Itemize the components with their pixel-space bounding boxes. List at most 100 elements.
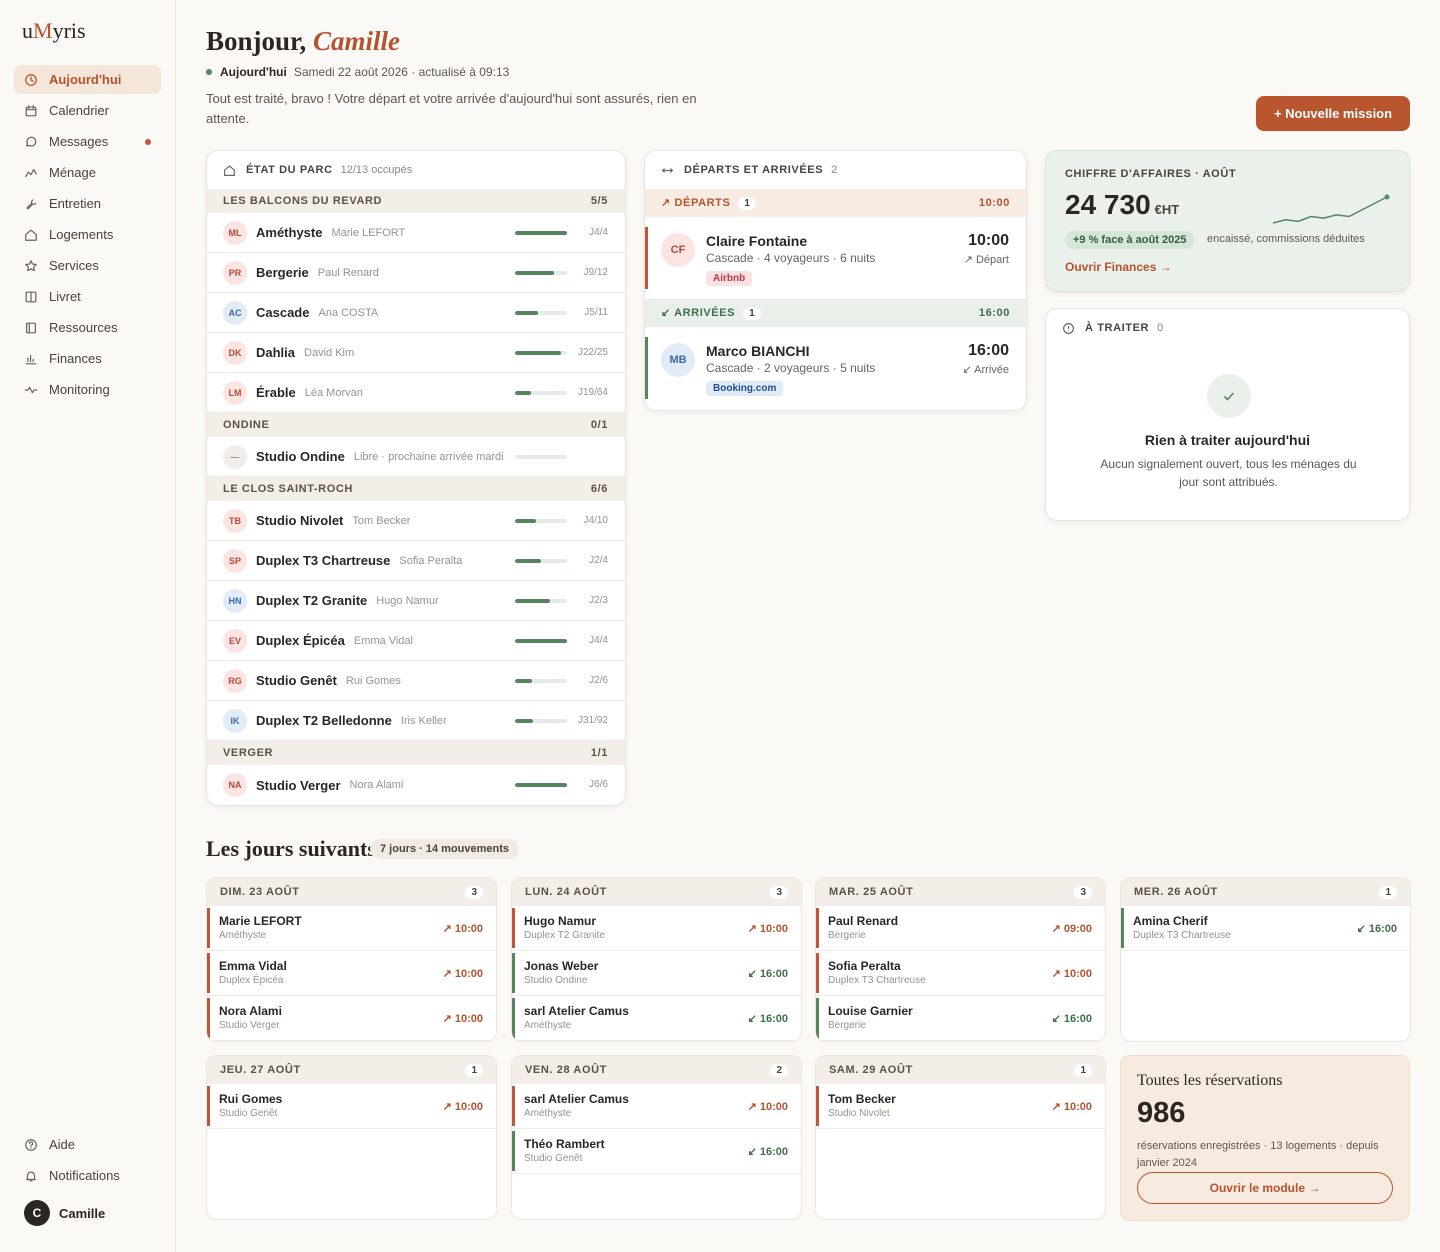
property-name: Duplex T3 Chartreuse bbox=[1133, 930, 1231, 941]
app-logo[interactable]: uMyris bbox=[22, 18, 86, 43]
stay-day-count: J4/10 bbox=[583, 515, 608, 526]
property-group-header: LE CLOS SAINT-ROCH 6/6 bbox=[207, 477, 625, 501]
property-row[interactable]: — Studio Ondine Libre · prochaine arrivée … bbox=[207, 437, 625, 477]
sidebar-bottom-item-notifications[interactable]: Notifications bbox=[14, 1161, 161, 1190]
movement-row[interactable]: Louise Garnier Bergerie ↙ 16:00 bbox=[816, 996, 1105, 1041]
movement-row[interactable]: Jonas Weber Studio Ondine ↙ 16:00 bbox=[512, 951, 801, 996]
movement-marker bbox=[816, 1086, 819, 1126]
property-row[interactable]: NA Studio Verger Nora Alami J6/6 bbox=[207, 765, 625, 805]
sidebar-item-ressources[interactable]: Ressources bbox=[14, 313, 161, 342]
sidebar-bottom-item-aide[interactable]: Aide bbox=[14, 1130, 161, 1159]
property-row[interactable]: ML Améthyste Marie LEFORT J4/4 bbox=[207, 213, 625, 253]
sidebar-item-services[interactable]: Services bbox=[14, 251, 161, 280]
property-name: Bergerie bbox=[256, 265, 309, 280]
day-header: SAM. 29 AOÛT 1 bbox=[816, 1056, 1105, 1084]
movement-row[interactable]: sarl Atelier Camus Améthyste ↗ 10:00 bbox=[512, 1084, 801, 1129]
guest-name: Amina Cherif bbox=[1133, 914, 1208, 928]
secondary-nav: Aide Notifications bbox=[14, 1130, 161, 1192]
stay-day-count: J19/64 bbox=[577, 387, 608, 398]
property-row[interactable]: SP Duplex T3 Chartreuse Sofia Peralta J2/4 bbox=[207, 541, 625, 581]
sidebar-item-menage[interactable]: Ménage bbox=[14, 158, 161, 187]
property-name: Duplex T2 Granite bbox=[524, 930, 605, 941]
stay-progress-bar bbox=[515, 519, 567, 523]
property-row[interactable]: LM Érable Léa Morvan J19/64 bbox=[207, 373, 625, 413]
property-row[interactable]: DK Dahlia David Kim J22/25 bbox=[207, 333, 625, 373]
user-menu[interactable]: C Camille bbox=[24, 1200, 105, 1226]
movement-row[interactable]: sarl Atelier Camus Améthyste ↙ 16:00 bbox=[512, 996, 801, 1041]
property-name: Duplex T2 Belledonne bbox=[256, 713, 392, 728]
guest-name: Iris Keller bbox=[400, 714, 447, 727]
property-group-header: ONDINE 0/1 bbox=[207, 413, 625, 437]
guest-name: Marie LEFORT bbox=[331, 226, 406, 239]
stay-details: Cascade · 2 voyageurs · 5 nuits bbox=[706, 361, 876, 375]
check-icon bbox=[1207, 374, 1251, 418]
property-name: Studio Nivolet bbox=[828, 1108, 890, 1119]
sidebar-item-livret[interactable]: Livret bbox=[14, 282, 161, 311]
movement-row[interactable]: Emma Vidal Duplex Épicéa ↗ 10:00 bbox=[207, 951, 496, 996]
stay-progress-bar bbox=[515, 311, 567, 315]
movement-marker bbox=[207, 953, 210, 993]
sidebar-item-monitoring[interactable]: Monitoring bbox=[14, 375, 161, 404]
movement-time: ↙ 16:00 bbox=[747, 1146, 788, 1158]
sidebar-item-finances[interactable]: Finances bbox=[14, 344, 161, 373]
help-icon bbox=[25, 1138, 37, 1151]
stay-progress-bar bbox=[515, 599, 567, 603]
property-row[interactable]: AC Cascade Ana COSTA J5/11 bbox=[207, 293, 625, 333]
day-header: MER. 26 AOÛT 1 bbox=[1121, 878, 1410, 906]
departures-arrivals-card: DÉPARTS ET ARRIVÉES 2 ↗ DÉPARTS 1 10:00 CF… bbox=[644, 150, 1027, 411]
property-row[interactable]: RG Studio Genêt Rui Gomes J2/6 bbox=[207, 661, 625, 701]
departure-marker bbox=[645, 227, 648, 289]
movement-marker bbox=[207, 1086, 210, 1126]
day-header: LUN. 24 AOÛT 3 bbox=[512, 878, 801, 906]
sidebar-item-aujourdhui[interactable]: Aujourd'hui bbox=[14, 65, 161, 94]
park-status-header: ÉTAT DU PARC 12/13 occupés bbox=[207, 151, 625, 189]
nav-label: Calendrier bbox=[49, 103, 109, 118]
star-icon bbox=[25, 259, 37, 271]
pulse-icon bbox=[24, 386, 38, 393]
move-type: ↙ Arrivée bbox=[962, 364, 1009, 376]
day-card: JEU. 27 AOÛT 1 Rui Gomes Studio Genêt ↗ 10:0… bbox=[206, 1055, 497, 1220]
property-row[interactable]: IK Duplex T2 Belledonne Iris Keller J31/92 bbox=[207, 701, 625, 741]
property-row[interactable]: PR Bergerie Paul Renard J9/12 bbox=[207, 253, 625, 293]
sidebar: uMyris Aujourd'hui Calendrier Messages Ména… bbox=[0, 0, 176, 1252]
property-row[interactable]: TB Studio Nivolet Tom Becker J4/10 bbox=[207, 501, 625, 541]
property-row[interactable]: EV Duplex Épicéa Emma Vidal J4/4 bbox=[207, 621, 625, 661]
day-card: DIM. 23 AOÛT 3 Marie LEFORT Améthyste ↗ 10:0… bbox=[206, 877, 497, 1042]
property-name: Duplex Épicéa bbox=[256, 633, 345, 648]
channel-badge: Booking.com bbox=[706, 381, 784, 396]
nav-label: Messages bbox=[49, 134, 109, 149]
property-name: Bergerie bbox=[828, 1020, 866, 1031]
sidebar-item-entretien[interactable]: Entretien bbox=[14, 189, 161, 218]
property-row[interactable]: HN Duplex T2 Granite Hugo Namur J2/3 bbox=[207, 581, 625, 621]
revenue-value: 24 730 €HT bbox=[1065, 189, 1180, 220]
guest-name: sarl Atelier Camus bbox=[524, 1004, 629, 1018]
movement-row[interactable]: Sofia Peralta Duplex T3 Chartreuse ↗ 10:00 bbox=[816, 951, 1105, 996]
day-card: MAR. 25 AOÛT 3 Paul Renard Bergerie ↗ 09:00 S… bbox=[815, 877, 1106, 1042]
guest-name: Louise Garnier bbox=[828, 1004, 913, 1018]
movement-row[interactable]: Rui Gomes Studio Genêt ↗ 10:00 bbox=[207, 1084, 496, 1129]
new-mission-button[interactable]: + Nouvelle mission bbox=[1256, 96, 1410, 131]
arrivals-section-header: ↙ ARRIVÉES 1 16:00 bbox=[645, 299, 1026, 327]
sidebar-item-messages[interactable]: Messages bbox=[14, 127, 161, 156]
movement-row[interactable]: Hugo Namur Duplex T2 Granite ↗ 10:00 bbox=[512, 906, 801, 951]
property-name: Studio Genêt bbox=[524, 1153, 583, 1164]
movement-row[interactable]: Théo Rambert Studio Genêt ↙ 16:00 bbox=[512, 1129, 801, 1174]
movement-row[interactable]: Amina Cherif Duplex T3 Chartreuse ↙ 16:00 bbox=[1121, 906, 1410, 951]
sidebar-item-calendrier[interactable]: Calendrier bbox=[14, 96, 161, 125]
movement-row[interactable]: Tom Becker Studio Nivolet ↗ 10:00 bbox=[816, 1084, 1105, 1129]
departure-item[interactable]: CF Claire Fontaine Cascade · 4 voyageurs… bbox=[645, 217, 1026, 299]
movement-row[interactable]: Nora Alami Studio Verger ↗ 10:00 bbox=[207, 996, 496, 1041]
guest-name: Emma Vidal bbox=[353, 634, 413, 647]
guest-name: Ana COSTA bbox=[318, 306, 379, 319]
sidebar-item-logements[interactable]: Logements bbox=[14, 220, 161, 249]
avatar: — bbox=[223, 444, 247, 469]
avatar: TB bbox=[223, 508, 247, 533]
movement-row[interactable]: Marie LEFORT Améthyste ↗ 10:00 bbox=[207, 906, 496, 951]
page-title: Bonjour, Camille bbox=[206, 26, 401, 56]
message-icon bbox=[26, 136, 37, 147]
open-finances-link[interactable]: Ouvrir Finances → bbox=[1065, 260, 1172, 274]
movement-row[interactable]: Paul Renard Bergerie ↗ 09:00 bbox=[816, 906, 1105, 951]
open-module-button[interactable]: Ouvrir le module → bbox=[1137, 1172, 1393, 1204]
revenue-note: encaissé, commissions déduites bbox=[1207, 233, 1365, 245]
arrival-item[interactable]: MB Marco BIANCHI Cascade · 2 voyageurs ·… bbox=[645, 327, 1026, 409]
